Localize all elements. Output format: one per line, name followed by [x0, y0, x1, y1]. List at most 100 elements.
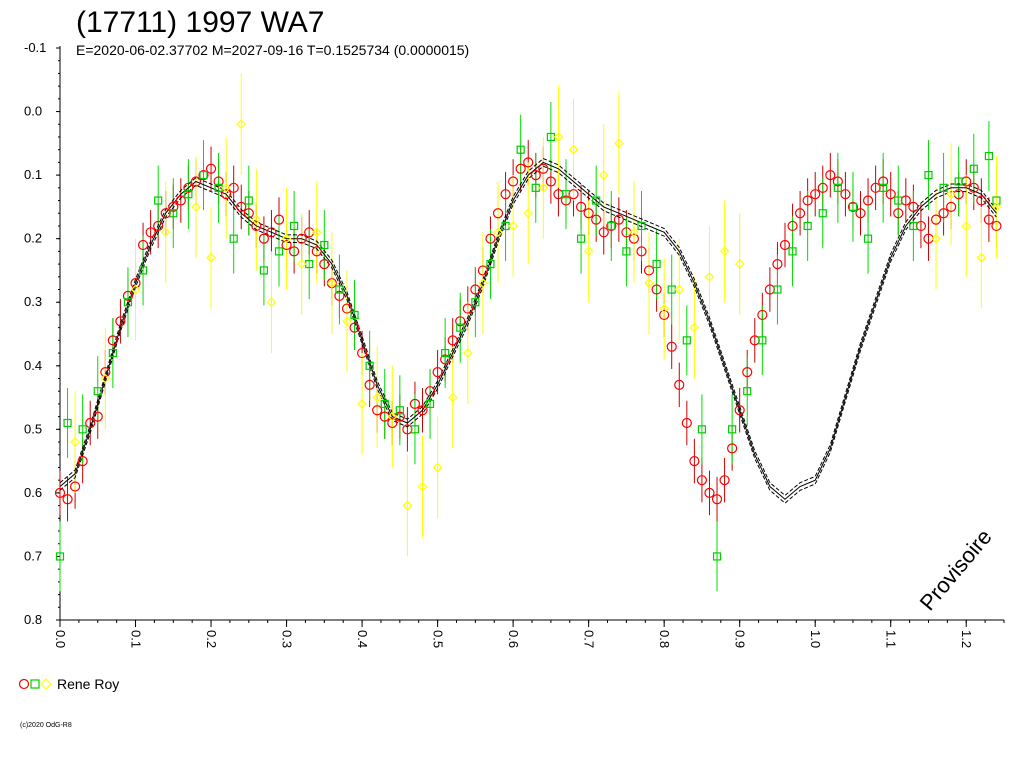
data-point-circle — [810, 189, 821, 200]
fit-curve — [59, 158, 997, 497]
data-point-circle — [794, 208, 806, 219]
data-point-circle — [213, 176, 224, 187]
data-point-circle — [643, 265, 655, 276]
data-point-circle — [991, 220, 1002, 232]
data-point-diamond — [508, 221, 518, 231]
data-point-circle — [636, 246, 647, 257]
data-point-circle — [885, 189, 896, 200]
data-point-diamond — [674, 284, 685, 295]
y-tick-label: 0.1 — [24, 167, 42, 182]
y-tick-label: 0.4 — [24, 358, 42, 373]
data-point-diamond — [221, 182, 231, 193]
data-point-square — [743, 387, 752, 396]
data-point-square — [108, 348, 117, 358]
data-point-square — [138, 266, 148, 275]
data-point-circle — [719, 475, 730, 486]
data-point-diamond — [206, 252, 216, 263]
data-point-square — [773, 285, 782, 294]
data-point-diamond — [387, 411, 398, 422]
data-point-square — [395, 406, 404, 415]
data-point-diamond — [478, 278, 488, 289]
data-point-diamond — [191, 202, 201, 212]
data-point-diamond — [130, 284, 141, 295]
data-point-circle — [417, 405, 428, 416]
y-tick-label: -0.1 — [24, 40, 46, 55]
data-point-square — [758, 336, 767, 345]
data-point-diamond — [236, 119, 247, 130]
data-point-circle — [742, 367, 753, 378]
data-point-circle — [598, 227, 609, 238]
data-point-circle — [538, 163, 549, 174]
data-point-diamond — [583, 246, 594, 257]
fit-curve — [59, 161, 997, 500]
x-tick-label: 0.8 — [657, 630, 672, 648]
data-point-circle — [462, 303, 473, 314]
data-point-diamond — [734, 259, 745, 269]
legend-square-icon — [30, 679, 40, 689]
data-point-diamond — [523, 208, 534, 219]
y-tick-label: 0.3 — [24, 294, 42, 309]
data-point-square — [169, 209, 178, 218]
data-point-circle — [364, 379, 375, 390]
data-point-circle — [779, 239, 791, 251]
data-point-square — [55, 552, 65, 561]
data-point-circle — [432, 367, 443, 378]
data-point-square — [637, 221, 646, 231]
data-point-square — [320, 240, 329, 250]
y-tick-label: 0.8 — [24, 612, 42, 627]
data-point-circle — [92, 411, 103, 422]
data-point-circle — [349, 322, 360, 333]
x-tick-label: 1.1 — [884, 630, 899, 648]
data-point-circle — [334, 290, 345, 301]
data-point-square — [833, 183, 842, 192]
data-point-diamond — [251, 214, 262, 225]
data-point-diamond — [327, 278, 337, 289]
data-point-circle — [621, 227, 632, 238]
data-point-diamond — [961, 221, 972, 231]
x-tick-label: 1.0 — [808, 630, 823, 648]
data-point-circle — [70, 481, 81, 492]
data-point-circle — [168, 201, 179, 212]
data-point-circle — [696, 475, 708, 486]
data-point-circle — [304, 227, 315, 238]
data-point-circle — [183, 182, 194, 193]
data-point-square — [78, 425, 87, 434]
data-point-circle — [840, 189, 851, 200]
data-point-square — [622, 247, 631, 256]
watermark-annotation: Provisoire — [915, 524, 997, 615]
copyright-text: (c)2020 OdG-R8 — [20, 722, 72, 729]
data-point-square — [712, 552, 722, 561]
data-point-square — [365, 361, 374, 370]
y-ticks: -0.1 0.0 0.1 0.2 0.3 0.4 0.5 0.6 0.7 0.8 — [24, 40, 60, 627]
data-point-square — [486, 259, 495, 269]
data-point-circle — [137, 239, 149, 251]
data-point-square — [652, 259, 661, 269]
data-point-circle — [968, 182, 979, 193]
data-point-square — [818, 209, 827, 218]
data-point-circle — [832, 176, 843, 187]
data-point-circle — [107, 335, 118, 346]
data-point-circle — [100, 367, 111, 378]
data-point-circle — [983, 214, 994, 225]
x-tick-label: 0.1 — [129, 630, 144, 648]
data-point-square — [939, 183, 948, 192]
data-point-diamond — [417, 481, 428, 492]
data-point-diamond — [629, 227, 639, 238]
data-point-square — [863, 234, 873, 243]
data-point-circle — [311, 246, 322, 257]
data-point-circle — [855, 208, 866, 219]
data-point-circle — [145, 227, 156, 238]
data-point-square — [682, 336, 691, 345]
data-point-circle — [379, 411, 390, 422]
data-point-circle — [205, 163, 217, 174]
data-point-diamond — [311, 227, 322, 238]
data-point-circle — [266, 227, 277, 238]
data-point-square — [516, 145, 525, 154]
data-point-square — [803, 221, 812, 231]
y-tick-label: 0.2 — [24, 231, 42, 246]
plot-area: -0.10.00.10.20.30.40.50.60.70.8 0.0 0.1 0.… — [24, 40, 1005, 648]
data-point-square — [199, 171, 208, 180]
data-point-circle — [470, 284, 481, 295]
data-point-square — [984, 151, 993, 161]
